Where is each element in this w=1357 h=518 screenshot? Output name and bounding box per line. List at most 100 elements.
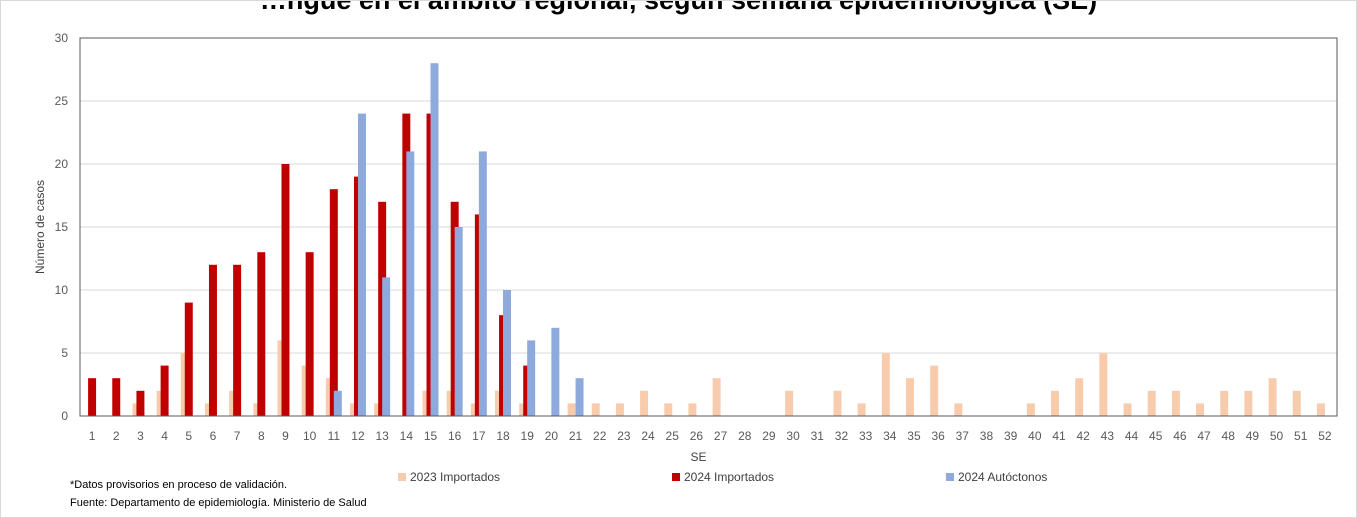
x-tick-label: 3 xyxy=(137,429,144,443)
bar-1-51 xyxy=(1292,390,1301,416)
bar-1-52 xyxy=(1316,403,1325,416)
x-tick-label: 4 xyxy=(161,429,168,443)
bar-2-9 xyxy=(281,164,290,416)
x-tick-label: 27 xyxy=(714,429,728,443)
y-tick-label: 25 xyxy=(55,94,69,108)
x-tick-label: 25 xyxy=(666,429,680,443)
x-tick-label: 9 xyxy=(282,429,289,443)
x-tick-label: 11 xyxy=(328,429,341,443)
bar-1-4 xyxy=(156,390,165,416)
bar-1-24 xyxy=(640,390,649,416)
bar-3-18 xyxy=(503,290,512,416)
bar-2-7 xyxy=(233,264,242,416)
x-tick-label: 51 xyxy=(1294,429,1308,443)
x-tick-label: 32 xyxy=(835,429,849,443)
x-tick-label: 2 xyxy=(113,429,120,443)
bar-1-50 xyxy=(1268,378,1277,416)
x-tick-label: 13 xyxy=(375,429,389,443)
x-tick-label: 52 xyxy=(1318,429,1332,443)
bar-1-46 xyxy=(1171,390,1180,416)
bar-2-3 xyxy=(136,390,145,416)
bar-3-21 xyxy=(575,378,584,416)
x-tick-label: 41 xyxy=(1052,429,1066,443)
bar-1-44 xyxy=(1123,403,1132,416)
x-tick-label: 14 xyxy=(400,429,414,443)
x-tick-label: 15 xyxy=(424,429,438,443)
legend-label: 2024 Importados xyxy=(684,470,774,484)
y-tick-label: 10 xyxy=(55,283,69,297)
x-tick-label: 48 xyxy=(1222,429,1236,443)
bar-1-27 xyxy=(712,378,721,416)
y-tick-label: 15 xyxy=(55,220,69,234)
bar-1-33 xyxy=(857,403,866,416)
x-tick-label: 6 xyxy=(210,429,217,443)
legend-swatch xyxy=(946,473,954,481)
gridlines xyxy=(80,37,1337,417)
bar-1-34 xyxy=(881,353,890,416)
x-tick-label: 49 xyxy=(1246,429,1260,443)
bar-2-8 xyxy=(257,252,266,416)
x-tick-label: 30 xyxy=(786,429,800,443)
bar-1-43 xyxy=(1099,353,1108,416)
x-tick-label: 38 xyxy=(980,429,994,443)
legend-swatch xyxy=(398,473,406,481)
bar-1-25 xyxy=(664,403,673,416)
chart-title: …ngue en el ámbito regional, según seman… xyxy=(259,0,1098,15)
x-tick-label: 26 xyxy=(690,429,704,443)
x-tick-label: 46 xyxy=(1173,429,1187,443)
x-tick-label: 8 xyxy=(258,429,265,443)
bar-2-1 xyxy=(88,378,97,416)
bar-3-17 xyxy=(478,151,487,416)
bar-3-11 xyxy=(333,390,342,416)
legend-swatch xyxy=(672,473,680,481)
bar-1-42 xyxy=(1075,378,1084,416)
y-tick-label: 0 xyxy=(61,409,68,423)
x-tick-label: 20 xyxy=(545,429,559,443)
bar-1-45 xyxy=(1147,390,1156,416)
x-tick-label: 22 xyxy=(593,429,607,443)
x-tick-label: 17 xyxy=(472,429,486,443)
bar-1-47 xyxy=(1196,403,1205,416)
x-tick-label: 40 xyxy=(1028,429,1042,443)
legend-label: 2024 Autóctonos xyxy=(958,470,1047,484)
bar-1-48 xyxy=(1220,390,1229,416)
bar-1-23 xyxy=(615,403,624,416)
x-tick-label: 28 xyxy=(738,429,752,443)
bar-1-49 xyxy=(1244,390,1253,416)
bar-1-35 xyxy=(905,378,914,416)
x-tick-label: 36 xyxy=(931,429,945,443)
x-tick-label: 43 xyxy=(1101,429,1115,443)
x-tick-label: 18 xyxy=(496,429,510,443)
x-tick-label: 31 xyxy=(811,429,825,443)
x-tick-label: 50 xyxy=(1270,429,1284,443)
x-tick-label: 35 xyxy=(907,429,921,443)
bar-3-14 xyxy=(406,151,415,416)
y-axis-label: Número de casos xyxy=(33,180,47,274)
bar-3-20 xyxy=(551,327,560,416)
legend: 2023 Importados 2024 Importados 2024 Autóc… xyxy=(398,470,1047,484)
bar-3-19 xyxy=(527,340,536,416)
x-tick-label: 39 xyxy=(1004,429,1018,443)
bar-1-40 xyxy=(1026,403,1035,416)
bar-3-13 xyxy=(382,277,391,416)
bar-2-2 xyxy=(112,378,121,416)
bar-1-36 xyxy=(930,365,939,416)
bar-3-16 xyxy=(454,227,463,416)
x-tick-label: 10 xyxy=(303,429,317,443)
bar-3-12 xyxy=(357,113,366,416)
x-tick-label: 1 xyxy=(89,429,96,443)
x-tick-label: 24 xyxy=(641,429,655,443)
y-axis-ticks: 0 5 10 15 20 25 30 xyxy=(55,31,69,423)
bars xyxy=(88,63,1325,416)
x-tick-label: 5 xyxy=(185,429,192,443)
bar-1-22 xyxy=(591,403,600,416)
x-tick-label: 47 xyxy=(1197,429,1211,443)
x-tick-label: 42 xyxy=(1077,429,1091,443)
source-note: Fuente: Departamento de epidemiología. M… xyxy=(70,497,367,509)
bar-1-37 xyxy=(954,403,963,416)
bar-2-5 xyxy=(184,302,193,416)
x-tick-label: 19 xyxy=(521,429,535,443)
x-axis-ticks: 1 2 3 4 5 6 7 8 9 10 11 12 13 14 15 16 17 18 19 20 21 22 23 24 2… xyxy=(89,429,1332,443)
plot-area-border xyxy=(79,37,1338,417)
